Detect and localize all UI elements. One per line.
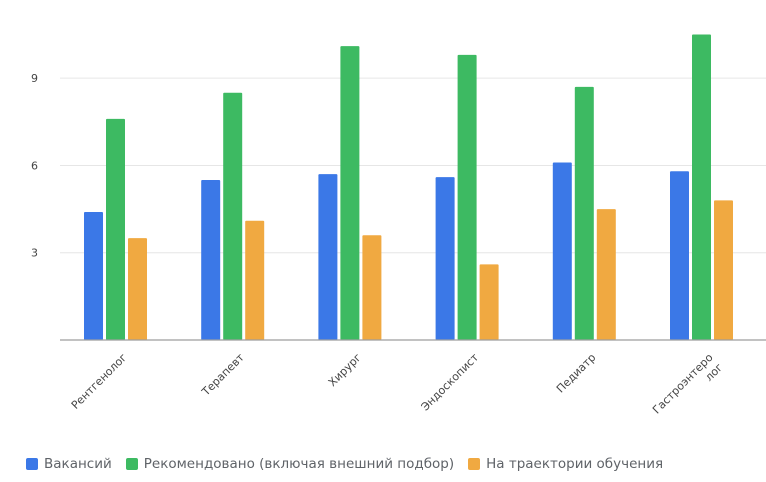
bar-Педиатр-series-0[interactable] [552, 162, 572, 340]
y-tick-label: 6 [31, 159, 38, 172]
legend-label-recommended: Рекомендовано (включая внешний подбор) [143, 456, 455, 472]
legend-swatch-training [468, 458, 481, 470]
y-tick-label: 3 [31, 247, 38, 260]
bar-Гастроэнтеролог-series-1[interactable] [692, 34, 711, 340]
x-tick-label: Рентгенолог [69, 351, 130, 412]
legend-label-training: На траектории обучения [486, 456, 664, 472]
bar-Педиатр-series-1[interactable] [574, 86, 594, 340]
legend-item-training[interactable]: На траектории обучения [468, 456, 663, 472]
x-tick-label: Гастроэнтеролог [650, 351, 726, 427]
bar-Хирург-series-2[interactable] [362, 235, 382, 340]
bar-Рентгенолог-series-2[interactable] [128, 238, 147, 340]
gridlines [60, 77, 766, 254]
x-axis-labels: Рентгенолог Терапевт Хирург Эндоскопист Педи… [69, 351, 726, 427]
legend: Вакансий Рекомендовано (включая внешний … [26, 456, 677, 472]
legend-swatch-recommended [125, 458, 138, 470]
bars [84, 34, 733, 341]
bar-Эндоскопист-series-0[interactable] [435, 177, 455, 340]
x-tick-label: Хирург [326, 351, 364, 389]
bar-Терапевт-series-1[interactable] [223, 92, 243, 341]
bar-Хирург-series-1[interactable] [340, 46, 360, 340]
legend-item-vacancies[interactable]: Вакансий [26, 456, 112, 472]
bar-Терапевт-series-2[interactable] [245, 220, 265, 340]
bar-Хирург-series-0[interactable] [318, 174, 338, 340]
legend-item-recommended[interactable]: Рекомендовано (включая внешний подбор) [125, 456, 455, 472]
x-tick-label: Терапевт [199, 351, 248, 400]
legend-swatch-vacancies [26, 458, 38, 470]
x-tick-label: Педиатр [554, 351, 599, 396]
bar-Эндоскопист-series-1[interactable] [457, 54, 477, 341]
x-tick-label: Эндоскопист [419, 351, 482, 414]
y-axis-ticks: 3 6 9 [31, 72, 38, 260]
legend-label-vacancies: Вакансий [44, 456, 112, 472]
bar-Терапевт-series-0[interactable] [201, 180, 221, 340]
bar-Эндоскопист-series-2[interactable] [479, 264, 499, 340]
bar-Рентгенолог-series-0[interactable] [84, 212, 103, 340]
y-tick-label: 9 [31, 72, 38, 85]
bar-Педиатр-series-2[interactable] [596, 209, 616, 340]
bar-Гастроэнтеролог-series-2[interactable] [714, 200, 733, 340]
bar-Рентгенолог-series-1[interactable] [106, 118, 125, 340]
bar-Гастроэнтеролог-series-0[interactable] [670, 171, 689, 340]
